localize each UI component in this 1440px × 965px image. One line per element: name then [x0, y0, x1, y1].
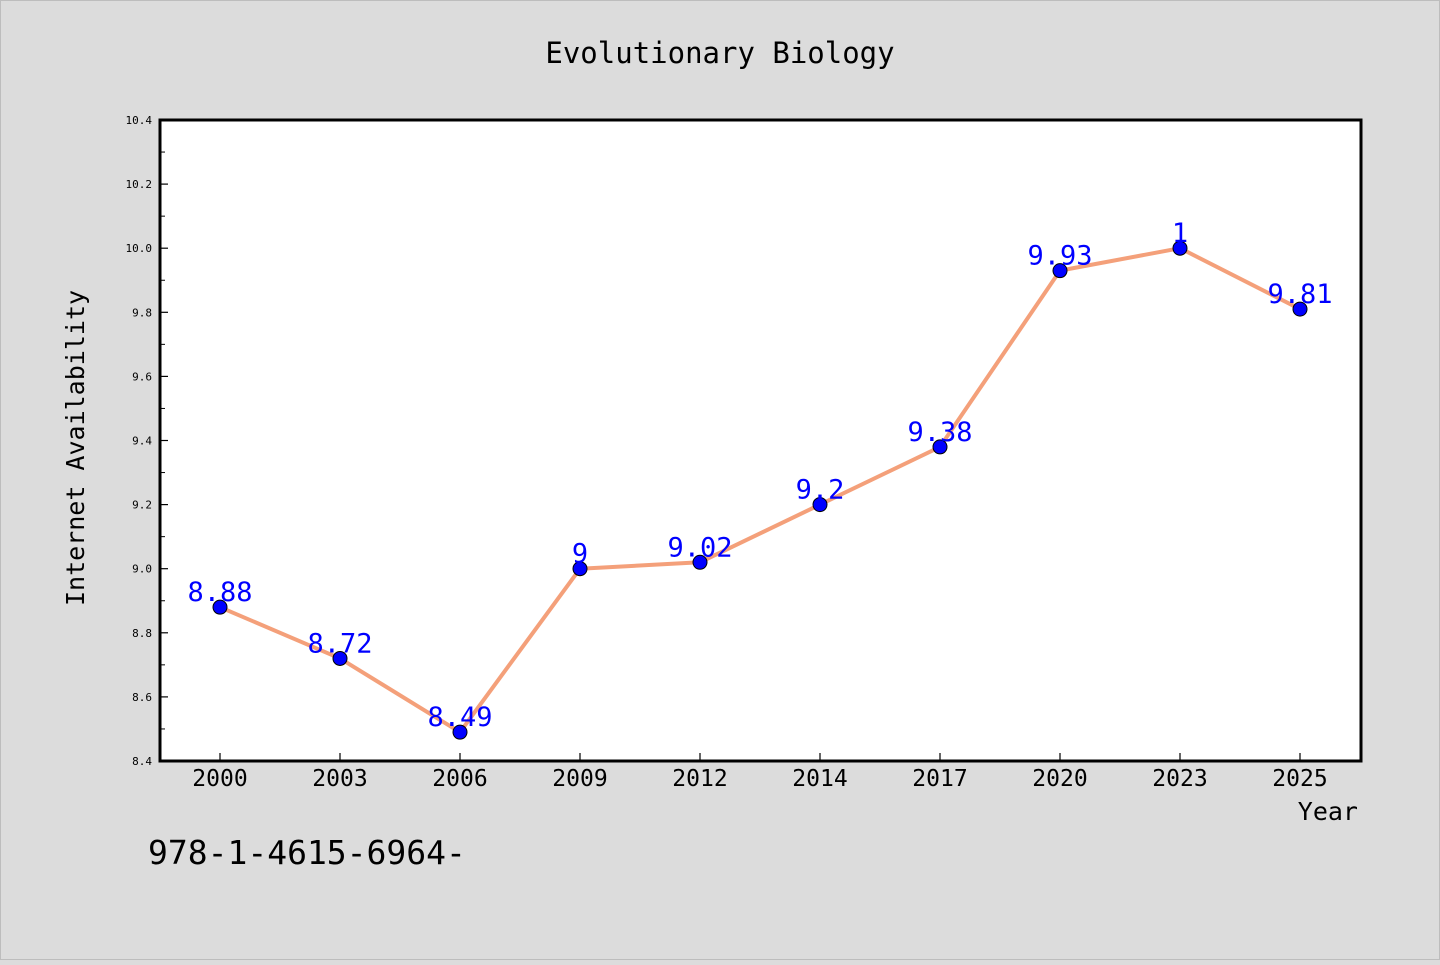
y-axis: 8.4 8.6 8.8 9.0 9.2 9.4 9.6 9.8 10.0 10.2 10.4: [126, 114, 168, 768]
x-tick-label: 2014: [792, 766, 847, 792]
series-layer: 8.88 8.72 8.49 9 9.02 9.2 9.38 9.93 1 9.81: [187, 218, 1333, 740]
data-label: 8.88: [187, 577, 252, 608]
series-line: [218, 246, 1302, 735]
x-tick-label: 2023: [1152, 766, 1207, 792]
data-label: 9.38: [907, 417, 972, 448]
data-point: [932, 439, 948, 455]
data-point: [452, 724, 468, 740]
data-label: 9.93: [1027, 241, 1092, 272]
plot-area: [158, 118, 1363, 763]
data-label: 9.02: [667, 532, 732, 563]
x-tick-label: 2017: [912, 766, 967, 792]
data-point: [692, 554, 708, 570]
y-tick-label: 9.4: [132, 435, 152, 448]
y-tick-label: 9.2: [132, 499, 152, 512]
x-tick-label: 2006: [432, 766, 487, 792]
data-label: 8.72: [307, 628, 372, 659]
footer-isbn-text: 978-1-4615-6964-: [148, 833, 466, 872]
x-tick-label: 2020: [1032, 766, 1087, 792]
y-tick-label: 8.6: [132, 691, 152, 704]
x-tick-label: 2009: [552, 766, 607, 792]
data-point: [332, 650, 348, 666]
data-label: 9.81: [1267, 279, 1332, 310]
data-point: [572, 561, 588, 577]
y-tick-label: 8.8: [132, 627, 152, 640]
data-point: [212, 599, 228, 615]
y-tick-label: 10.2: [126, 178, 153, 191]
y-tick-label: 9.8: [132, 306, 152, 319]
data-point: [1052, 263, 1068, 279]
x-axis: 2000 2003 2006 2009 2012 2014 2017 2020 2023 2025: [192, 753, 1328, 792]
y-tick-label: 9.6: [132, 370, 152, 383]
data-label: 1: [1172, 218, 1188, 249]
data-point: [1172, 240, 1188, 256]
y-tick-label: 10.4: [126, 114, 153, 127]
data-label: 9.2: [796, 475, 845, 506]
data-label: 9: [572, 539, 588, 570]
x-tick-label: 2025: [1272, 766, 1327, 792]
chart-title: Evolutionary Biology: [545, 36, 894, 70]
data-point: [812, 497, 828, 513]
x-tick-label: 2003: [312, 766, 367, 792]
y-tick-label: 8.4: [132, 755, 152, 768]
x-axis-label: Year: [1298, 797, 1358, 826]
data-label: 8.49: [427, 702, 492, 733]
y-tick-label: 10.0: [126, 242, 153, 255]
y-tick-label: 9.0: [132, 563, 152, 576]
y-axis-label: Internet Availability: [61, 290, 90, 606]
x-tick-label: 2012: [672, 766, 727, 792]
x-tick-label: 2000: [192, 766, 247, 792]
data-point: [1292, 301, 1308, 317]
